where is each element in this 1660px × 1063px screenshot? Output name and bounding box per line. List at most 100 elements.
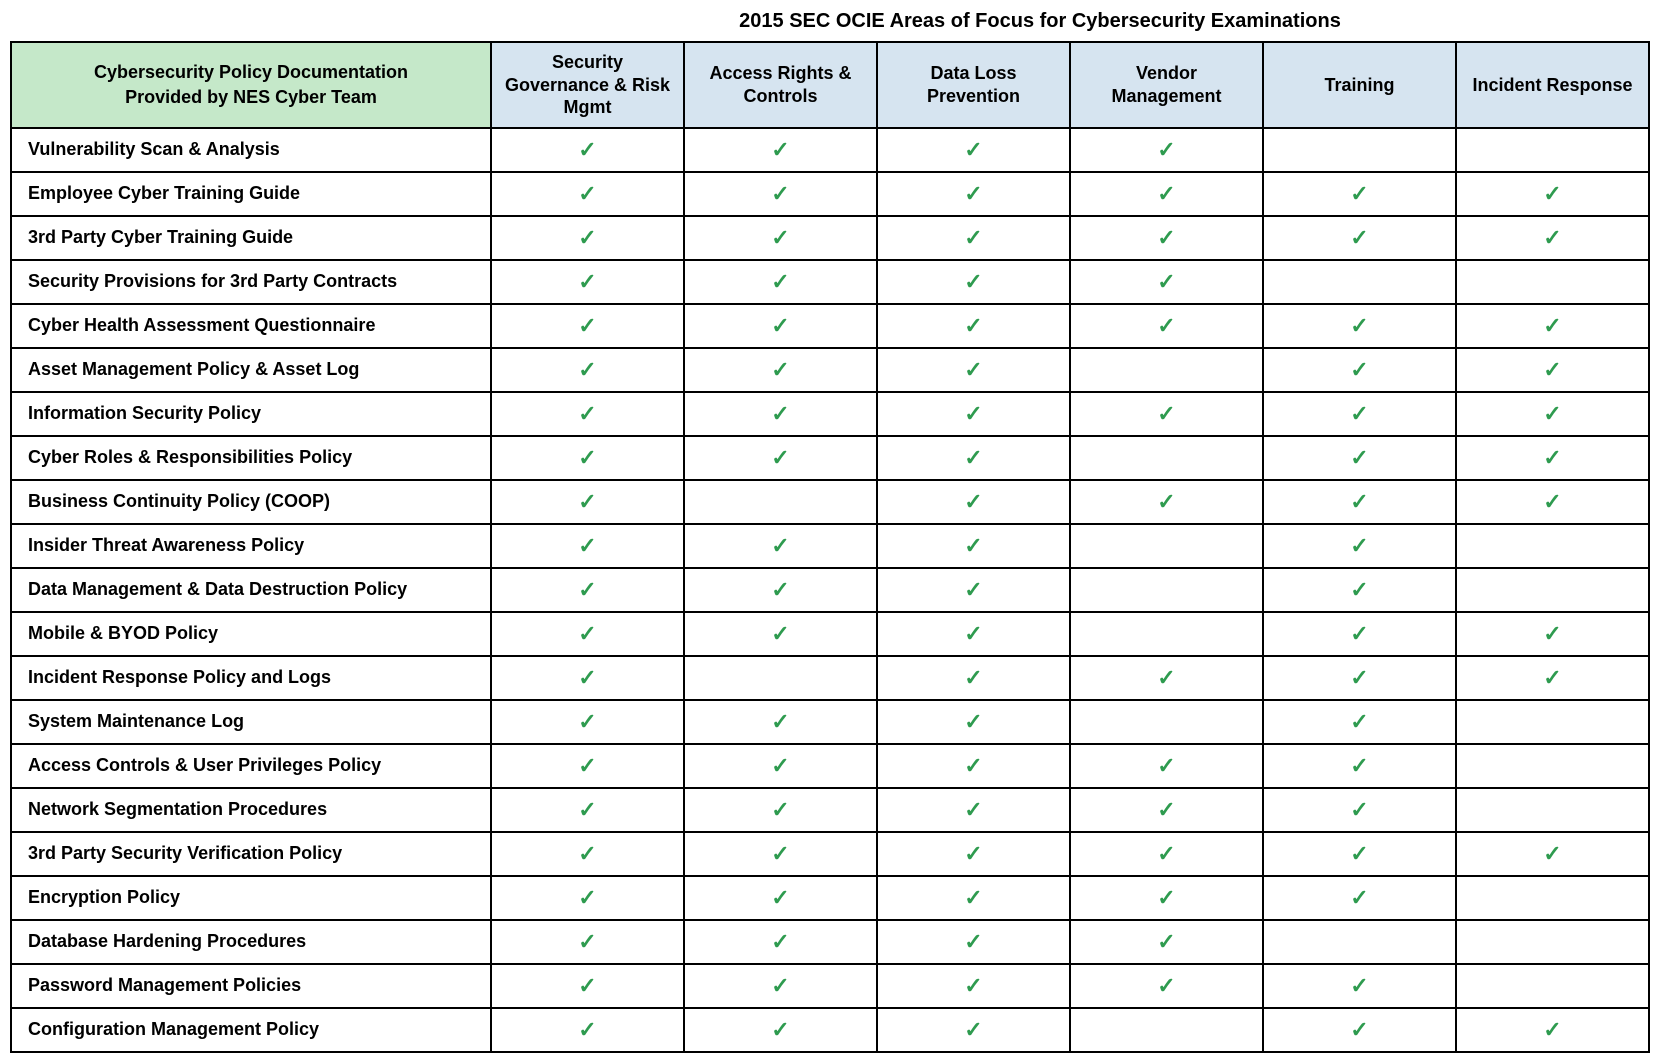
- check-icon: ✓: [1263, 480, 1456, 524]
- check-icon: ✓: [1456, 832, 1649, 876]
- check-icon: ✓: [491, 524, 684, 568]
- check-icon: ✓: [1070, 876, 1263, 920]
- check-icon: ✓: [1070, 260, 1263, 304]
- empty-cell: [1456, 128, 1649, 172]
- check-icon: ✓: [491, 964, 684, 1008]
- check-icon: ✓: [684, 392, 877, 436]
- check-icon: ✓: [1263, 744, 1456, 788]
- row-label: Security Provisions for 3rd Party Contra…: [11, 260, 491, 304]
- table-row: Vulnerability Scan & Analysis✓✓✓✓: [11, 128, 1649, 172]
- check-icon: ✓: [877, 788, 1070, 832]
- check-icon: ✓: [1263, 216, 1456, 260]
- check-icon: ✓: [877, 1008, 1070, 1052]
- empty-cell: [1070, 524, 1263, 568]
- check-icon: ✓: [1263, 436, 1456, 480]
- row-label: System Maintenance Log: [11, 700, 491, 744]
- row-label: Information Security Policy: [11, 392, 491, 436]
- check-icon: ✓: [684, 744, 877, 788]
- check-icon: ✓: [684, 348, 877, 392]
- check-icon: ✓: [491, 480, 684, 524]
- check-icon: ✓: [1456, 436, 1649, 480]
- check-icon: ✓: [684, 216, 877, 260]
- check-icon: ✓: [877, 612, 1070, 656]
- check-icon: ✓: [877, 436, 1070, 480]
- check-icon: ✓: [684, 788, 877, 832]
- check-icon: ✓: [684, 832, 877, 876]
- check-icon: ✓: [491, 1008, 684, 1052]
- table-row: Access Controls & User Privileges Policy…: [11, 744, 1649, 788]
- check-icon: ✓: [877, 172, 1070, 216]
- check-icon: ✓: [684, 612, 877, 656]
- table-row: Encryption Policy✓✓✓✓✓: [11, 876, 1649, 920]
- empty-cell: [1070, 568, 1263, 612]
- table-row: Security Provisions for 3rd Party Contra…: [11, 260, 1649, 304]
- check-icon: ✓: [877, 392, 1070, 436]
- check-icon: ✓: [1263, 700, 1456, 744]
- empty-cell: [1070, 348, 1263, 392]
- check-icon: ✓: [1456, 392, 1649, 436]
- empty-cell: [1456, 568, 1649, 612]
- empty-cell: [1070, 612, 1263, 656]
- check-icon: ✓: [491, 788, 684, 832]
- check-icon: ✓: [491, 172, 684, 216]
- table-row: Database Hardening Procedures✓✓✓✓: [11, 920, 1649, 964]
- empty-cell: [684, 480, 877, 524]
- check-icon: ✓: [684, 700, 877, 744]
- check-icon: ✓: [1070, 172, 1263, 216]
- check-icon: ✓: [877, 348, 1070, 392]
- check-icon: ✓: [1456, 216, 1649, 260]
- check-icon: ✓: [684, 1008, 877, 1052]
- column-header: Incident Response: [1456, 42, 1649, 128]
- check-icon: ✓: [1070, 788, 1263, 832]
- check-icon: ✓: [684, 260, 877, 304]
- empty-cell: [1070, 700, 1263, 744]
- column-header: Training: [1263, 42, 1456, 128]
- empty-cell: [1456, 876, 1649, 920]
- check-icon: ✓: [1263, 656, 1456, 700]
- check-icon: ✓: [877, 128, 1070, 172]
- row-label: Data Management & Data Destruction Polic…: [11, 568, 491, 612]
- check-icon: ✓: [877, 744, 1070, 788]
- check-icon: ✓: [1070, 964, 1263, 1008]
- empty-cell: [1456, 788, 1649, 832]
- check-icon: ✓: [684, 304, 877, 348]
- check-icon: ✓: [491, 260, 684, 304]
- table-row: Network Segmentation Procedures✓✓✓✓✓: [11, 788, 1649, 832]
- row-label: Employee Cyber Training Guide: [11, 172, 491, 216]
- check-icon: ✓: [877, 964, 1070, 1008]
- row-label: Mobile & BYOD Policy: [11, 612, 491, 656]
- check-icon: ✓: [1456, 480, 1649, 524]
- check-icon: ✓: [877, 876, 1070, 920]
- table-row: Cyber Roles & Responsibilities Policy✓✓✓…: [11, 436, 1649, 480]
- check-icon: ✓: [877, 700, 1070, 744]
- row-label: 3rd Party Cyber Training Guide: [11, 216, 491, 260]
- check-icon: ✓: [877, 524, 1070, 568]
- row-label: Configuration Management Policy: [11, 1008, 491, 1052]
- check-icon: ✓: [1263, 612, 1456, 656]
- table-row: Asset Management Policy & Asset Log✓✓✓✓✓: [11, 348, 1649, 392]
- check-icon: ✓: [1070, 304, 1263, 348]
- check-icon: ✓: [491, 744, 684, 788]
- check-icon: ✓: [1070, 656, 1263, 700]
- check-icon: ✓: [877, 832, 1070, 876]
- check-icon: ✓: [877, 920, 1070, 964]
- check-icon: ✓: [491, 348, 684, 392]
- check-icon: ✓: [877, 304, 1070, 348]
- check-icon: ✓: [684, 172, 877, 216]
- row-label: Insider Threat Awareness Policy: [11, 524, 491, 568]
- check-icon: ✓: [491, 612, 684, 656]
- table-row: Password Management Policies✓✓✓✓✓: [11, 964, 1649, 1008]
- row-label: Encryption Policy: [11, 876, 491, 920]
- check-icon: ✓: [1263, 876, 1456, 920]
- check-icon: ✓: [491, 920, 684, 964]
- row-label: Business Continuity Policy (COOP): [11, 480, 491, 524]
- check-icon: ✓: [684, 436, 877, 480]
- check-icon: ✓: [684, 524, 877, 568]
- row-label: Incident Response Policy and Logs: [11, 656, 491, 700]
- check-icon: ✓: [1456, 172, 1649, 216]
- table-row: System Maintenance Log✓✓✓✓: [11, 700, 1649, 744]
- check-icon: ✓: [491, 568, 684, 612]
- page-title: 2015 SEC OCIE Areas of Focus for Cyberse…: [10, 10, 1650, 33]
- check-icon: ✓: [1263, 832, 1456, 876]
- check-icon: ✓: [1263, 524, 1456, 568]
